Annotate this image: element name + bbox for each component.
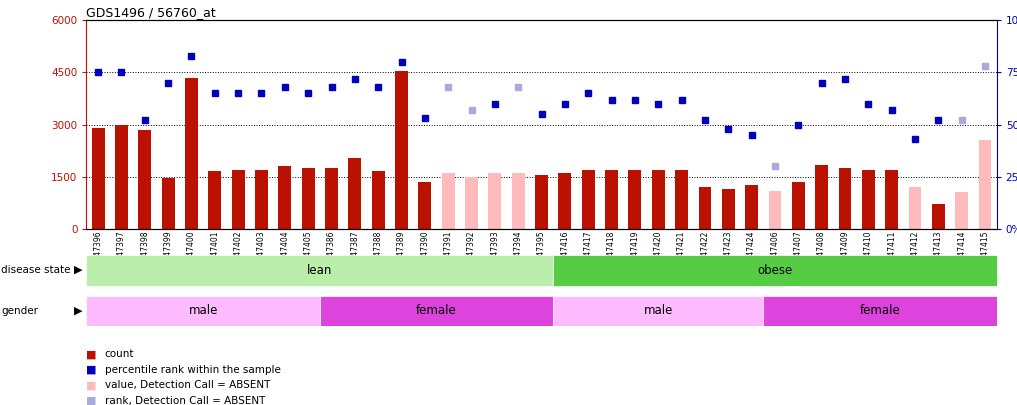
Bar bbox=[553, 296, 764, 326]
Bar bbox=[162, 179, 175, 229]
Bar bbox=[955, 192, 968, 229]
Bar bbox=[722, 189, 734, 229]
Bar bbox=[92, 128, 105, 229]
Bar bbox=[908, 187, 921, 229]
Text: value, Detection Call = ABSENT: value, Detection Call = ABSENT bbox=[105, 380, 271, 390]
Bar bbox=[395, 70, 408, 229]
Text: ▶: ▶ bbox=[74, 306, 82, 315]
Text: female: female bbox=[859, 304, 900, 318]
Bar bbox=[699, 187, 711, 229]
Bar bbox=[558, 173, 572, 229]
Bar bbox=[629, 170, 642, 229]
Text: male: male bbox=[644, 304, 673, 318]
Text: count: count bbox=[105, 350, 134, 359]
Text: lean: lean bbox=[307, 264, 333, 277]
Bar bbox=[185, 78, 198, 229]
Bar bbox=[582, 170, 595, 229]
Bar bbox=[488, 173, 501, 229]
Bar bbox=[418, 182, 431, 229]
Text: ■: ■ bbox=[86, 365, 97, 375]
Bar bbox=[319, 296, 553, 326]
Bar bbox=[535, 175, 548, 229]
Text: ▶: ▶ bbox=[74, 265, 82, 275]
Text: ■: ■ bbox=[86, 396, 97, 405]
Bar bbox=[652, 170, 665, 229]
Bar bbox=[372, 171, 384, 229]
Text: rank, Detection Call = ABSENT: rank, Detection Call = ABSENT bbox=[105, 396, 265, 405]
Bar bbox=[325, 168, 338, 229]
Bar bbox=[745, 185, 758, 229]
Bar bbox=[839, 168, 851, 229]
Bar bbox=[86, 255, 553, 286]
Bar bbox=[769, 191, 781, 229]
Text: male: male bbox=[188, 304, 218, 318]
Text: female: female bbox=[416, 304, 457, 318]
Bar bbox=[441, 173, 455, 229]
Bar bbox=[675, 170, 689, 229]
Bar bbox=[302, 168, 314, 229]
Text: ■: ■ bbox=[86, 350, 97, 359]
Bar bbox=[605, 170, 618, 229]
Bar bbox=[255, 170, 267, 229]
Bar bbox=[349, 158, 361, 229]
Bar bbox=[932, 205, 945, 229]
Bar bbox=[978, 140, 992, 229]
Bar bbox=[279, 166, 291, 229]
Bar bbox=[792, 182, 804, 229]
Bar bbox=[816, 164, 828, 229]
Bar bbox=[553, 255, 997, 286]
Text: ■: ■ bbox=[86, 380, 97, 390]
Bar bbox=[764, 296, 997, 326]
Text: disease state: disease state bbox=[1, 265, 70, 275]
Bar bbox=[138, 130, 152, 229]
Bar bbox=[885, 170, 898, 229]
Text: obese: obese bbox=[758, 264, 792, 277]
Text: percentile rank within the sample: percentile rank within the sample bbox=[105, 365, 281, 375]
Bar bbox=[86, 296, 319, 326]
Text: gender: gender bbox=[1, 306, 38, 315]
Bar bbox=[512, 173, 525, 229]
Bar bbox=[861, 170, 875, 229]
Text: GDS1496 / 56760_at: GDS1496 / 56760_at bbox=[86, 6, 217, 19]
Bar bbox=[115, 125, 128, 229]
Bar bbox=[232, 170, 244, 229]
Bar bbox=[465, 177, 478, 229]
Bar bbox=[208, 171, 222, 229]
